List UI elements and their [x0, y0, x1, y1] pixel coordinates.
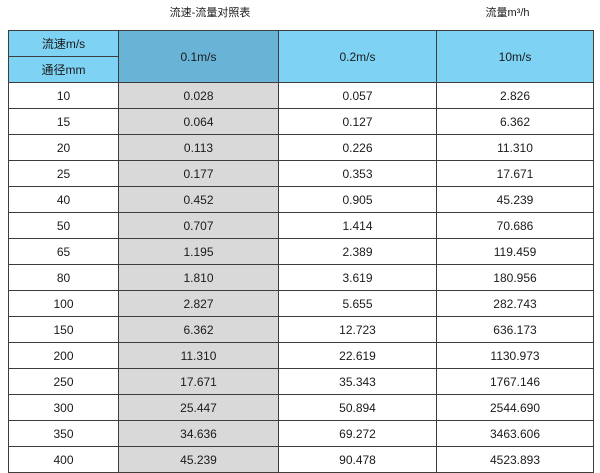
cell-flow-0-1-ms: 0.452	[118, 186, 279, 213]
cell-flow-0-1-ms: 0.028	[118, 82, 279, 109]
cell-flow-10-ms: 1767.146	[436, 368, 594, 395]
caption-row: 流速-流量对照表 流量m³/h	[0, 0, 600, 30]
cell-flow-10-ms: 17.671	[436, 160, 594, 187]
column-header-10-ms: 10m/s	[436, 30, 594, 83]
table-row: 50 0.707 1.414 70.686	[8, 212, 594, 239]
cell-flow-0-2-ms: 35.343	[278, 368, 437, 395]
cell-nominal-diameter: 250	[8, 368, 119, 395]
column-header-0-1-ms: 0.1m/s	[118, 30, 279, 83]
cell-nominal-diameter: 65	[8, 238, 119, 265]
table-row: 20 0.113 0.226 11.310	[8, 134, 594, 161]
cell-nominal-diameter: 300	[8, 394, 119, 421]
cell-flow-0-2-ms: 0.226	[278, 134, 437, 161]
table-header-row-top: 流速m/s 0.1m/s 0.2m/s 10m/s	[8, 30, 594, 83]
table-row: 150 6.362 12.723 636.173	[8, 316, 594, 343]
table-row: 300 25.447 50.894 2544.690	[8, 394, 594, 421]
unit-label: 流量m³/h	[485, 7, 530, 19]
cell-flow-10-ms: 6.362	[436, 108, 594, 135]
cell-flow-0-2-ms: 50.894	[278, 394, 437, 421]
cell-flow-0-1-ms: 1.810	[118, 264, 279, 291]
cell-flow-10-ms: 2.826	[436, 82, 594, 109]
cell-flow-0-2-ms: 12.723	[278, 316, 437, 343]
cell-flow-0-1-ms: 1.195	[118, 238, 279, 265]
cell-flow-0-1-ms: 0.113	[118, 134, 279, 161]
cell-flow-0-2-ms: 0.127	[278, 108, 437, 135]
cell-flow-10-ms: 282.743	[436, 290, 594, 317]
cell-flow-10-ms: 3463.606	[436, 420, 594, 447]
table-row: 10 0.028 0.057 2.826	[8, 82, 594, 109]
flow-rate-table-container: 流速m/s 0.1m/s 0.2m/s 10m/s 通径mm 10 0.028 0.…	[8, 30, 594, 473]
cell-flow-10-ms: 4523.893	[436, 446, 594, 473]
cell-flow-0-2-ms: 22.619	[278, 342, 437, 369]
cell-flow-0-2-ms: 90.478	[278, 446, 437, 473]
table-header-row-bottom: 通径mm	[8, 56, 594, 83]
cell-flow-0-1-ms: 17.671	[118, 368, 279, 395]
cell-flow-0-1-ms: 34.636	[118, 420, 279, 447]
cell-nominal-diameter: 200	[8, 342, 119, 369]
cell-nominal-diameter: 50	[8, 212, 119, 239]
cell-flow-10-ms: 70.686	[436, 212, 594, 239]
page-title: 流速-流量对照表	[169, 7, 251, 19]
cell-flow-10-ms: 45.239	[436, 186, 594, 213]
cell-flow-0-2-ms: 0.057	[278, 82, 437, 109]
cell-flow-0-2-ms: 0.905	[278, 186, 437, 213]
table-row: 200 11.310 22.619 1130.973	[8, 342, 594, 369]
cell-flow-0-2-ms: 1.414	[278, 212, 437, 239]
table-row: 350 34.636 69.272 3463.606	[8, 420, 594, 447]
flow-rate-table: 流速m/s 0.1m/s 0.2m/s 10m/s 通径mm 10 0.028 0.…	[8, 30, 594, 473]
table-body: 10 0.028 0.057 2.826 15 0.064 0.127 6.362 20 0.11…	[8, 82, 594, 473]
cell-flow-0-2-ms: 69.272	[278, 420, 437, 447]
table-row: 40 0.452 0.905 45.239	[8, 186, 594, 213]
cell-flow-10-ms: 119.459	[436, 238, 594, 265]
cell-flow-10-ms: 636.173	[436, 316, 594, 343]
table-row: 250 17.671 35.343 1767.146	[8, 368, 594, 395]
table-row: 400 45.239 90.478 4523.893	[8, 446, 594, 473]
cell-flow-0-1-ms: 0.177	[118, 160, 279, 187]
cell-nominal-diameter: 400	[8, 446, 119, 473]
table-row: 100 2.827 5.655 282.743	[8, 290, 594, 317]
cell-flow-0-2-ms: 5.655	[278, 290, 437, 317]
cell-flow-0-1-ms: 11.310	[118, 342, 279, 369]
cell-flow-0-1-ms: 25.447	[118, 394, 279, 421]
cell-flow-0-2-ms: 0.353	[278, 160, 437, 187]
table-header: 流速m/s 0.1m/s 0.2m/s 10m/s 通径mm	[8, 30, 594, 83]
cell-flow-0-1-ms: 2.827	[118, 290, 279, 317]
cell-flow-10-ms: 11.310	[436, 134, 594, 161]
corner-header-diameter: 通径mm	[8, 56, 119, 83]
cell-nominal-diameter: 10	[8, 82, 119, 109]
cell-nominal-diameter: 20	[8, 134, 119, 161]
cell-nominal-diameter: 15	[8, 108, 119, 135]
cell-flow-10-ms: 2544.690	[436, 394, 594, 421]
table-row: 15 0.064 0.127 6.362	[8, 108, 594, 135]
cell-flow-0-1-ms: 6.362	[118, 316, 279, 343]
table-row: 25 0.177 0.353 17.671	[8, 160, 594, 187]
corner-header-velocity: 流速m/s	[8, 30, 119, 57]
cell-flow-0-2-ms: 2.389	[278, 238, 437, 265]
cell-flow-10-ms: 180.956	[436, 264, 594, 291]
cell-nominal-diameter: 25	[8, 160, 119, 187]
table-row: 80 1.810 3.619 180.956	[8, 264, 594, 291]
cell-nominal-diameter: 350	[8, 420, 119, 447]
cell-flow-10-ms: 1130.973	[436, 342, 594, 369]
cell-flow-0-1-ms: 0.707	[118, 212, 279, 239]
cell-flow-0-1-ms: 45.239	[118, 446, 279, 473]
cell-nominal-diameter: 150	[8, 316, 119, 343]
cell-nominal-diameter: 100	[8, 290, 119, 317]
cell-nominal-diameter: 80	[8, 264, 119, 291]
column-header-0-2-ms: 0.2m/s	[278, 30, 437, 83]
cell-flow-0-2-ms: 3.619	[278, 264, 437, 291]
table-row: 65 1.195 2.389 119.459	[8, 238, 594, 265]
cell-nominal-diameter: 40	[8, 186, 119, 213]
cell-flow-0-1-ms: 0.064	[118, 108, 279, 135]
